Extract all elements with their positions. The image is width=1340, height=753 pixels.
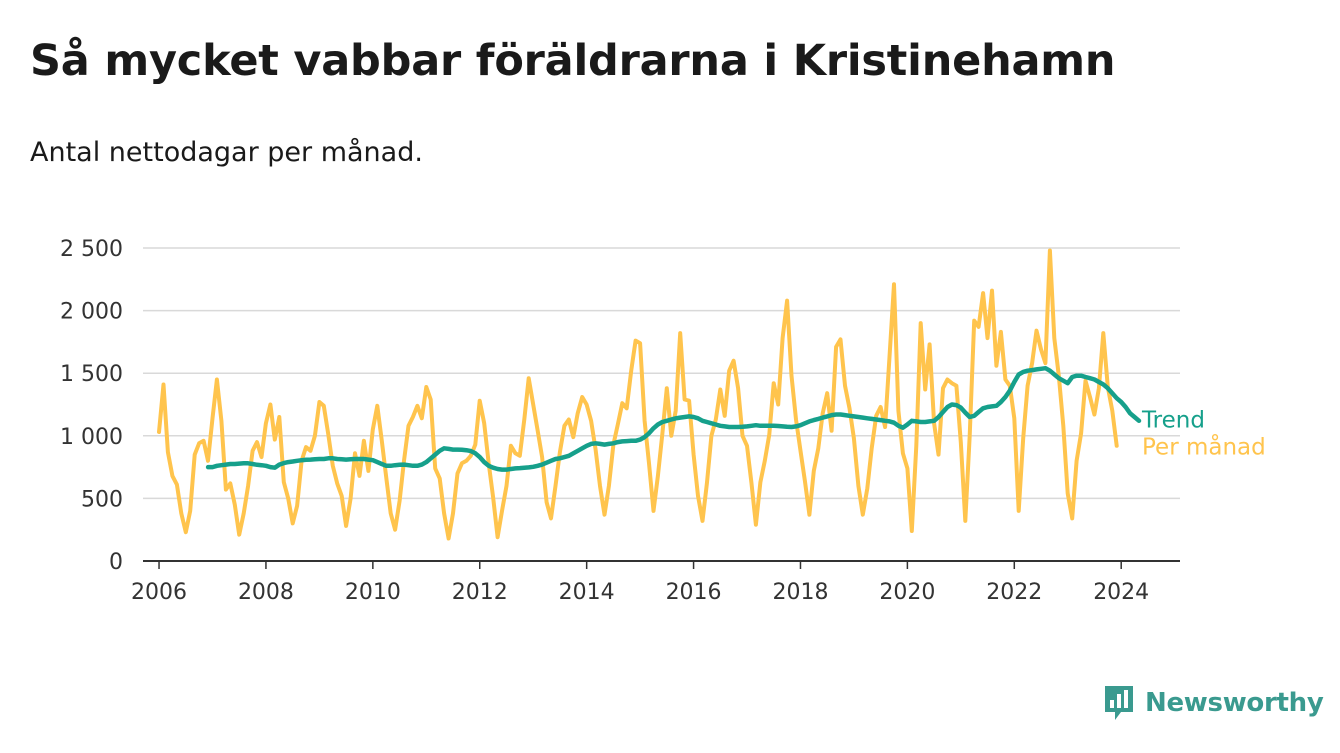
chart-subtitle: Antal nettodagar per månad.: [30, 137, 423, 168]
brand-name: Newsworthy: [1145, 688, 1324, 718]
x-tick-label: 2024: [1093, 580, 1149, 605]
x-tick-label: 2014: [559, 580, 615, 605]
y-tick-label: 2 500: [60, 237, 123, 262]
y-tick-label: 1 000: [60, 425, 123, 450]
x-tick-label: 2016: [666, 580, 722, 605]
x-tick-label: 2018: [772, 580, 828, 605]
newsworthy-logo-icon: [1105, 686, 1133, 720]
x-tick-label: 2010: [345, 580, 401, 605]
y-tick-label: 0: [109, 550, 123, 575]
trend-series-label: Trend: [1141, 407, 1205, 433]
y-tick-label: 500: [81, 487, 123, 512]
chart-title: Så mycket vabbar föräldrarna i Kristineh…: [30, 36, 1116, 86]
x-tick-label: 2008: [238, 580, 294, 605]
trend-series-line: [205, 365, 1142, 472]
monthly-series-line: [157, 248, 1119, 541]
y-tick-label: 1 500: [60, 362, 123, 387]
brand-logo[interactable]: Newsworthy: [1102, 684, 1324, 722]
x-tick-label: 2012: [452, 580, 508, 605]
x-tick-label: 2020: [879, 580, 935, 605]
monthly-series-label: Per månad: [1142, 432, 1266, 460]
x-tick-label: 2006: [131, 580, 187, 605]
x-tick-label: 2022: [986, 580, 1042, 605]
y-tick-label: 2 000: [60, 300, 123, 325]
